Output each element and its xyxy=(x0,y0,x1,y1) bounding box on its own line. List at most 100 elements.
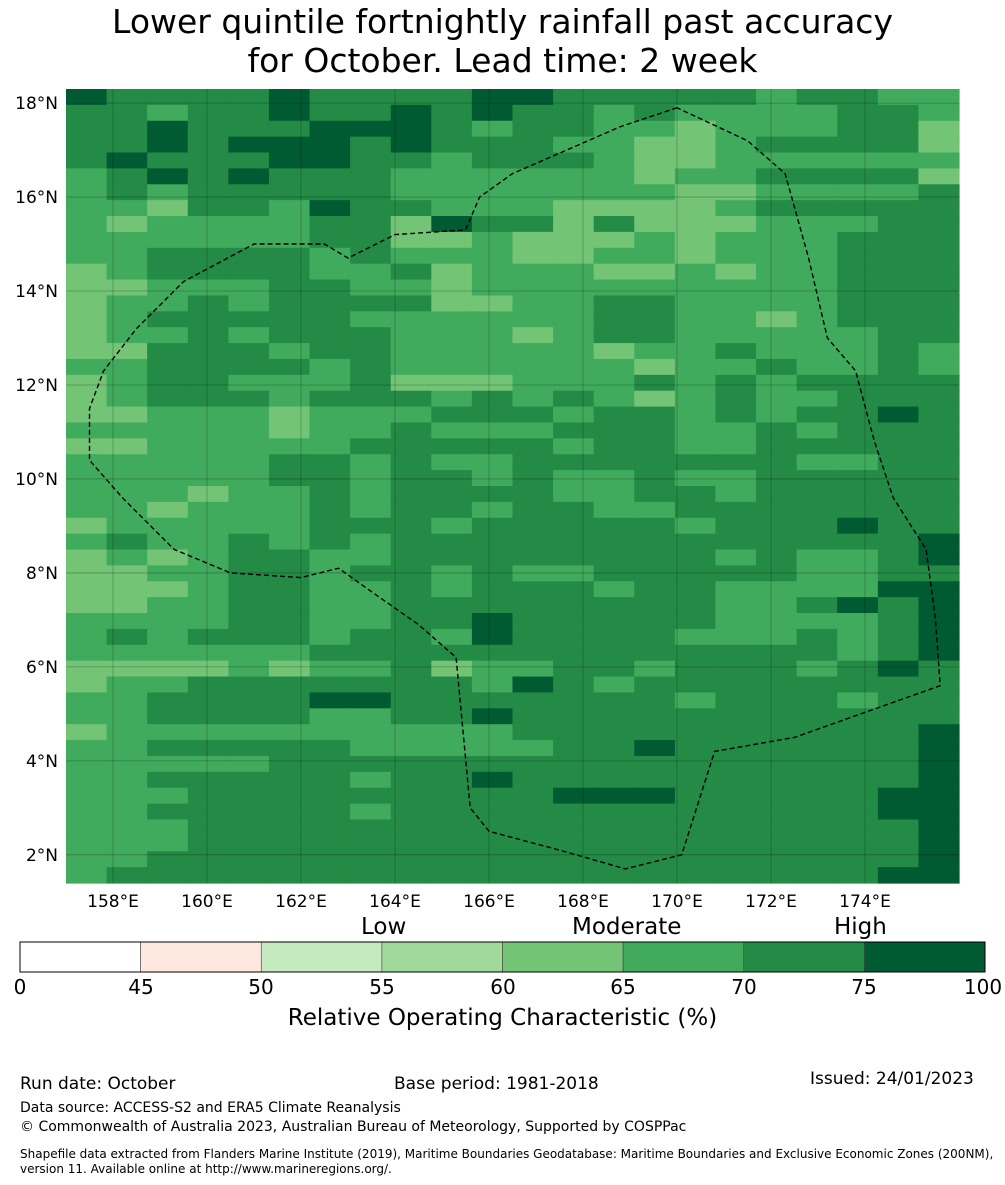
grid-cell xyxy=(877,120,920,138)
issued-date: Issued: 24/01/2023 xyxy=(810,1069,974,1089)
grid-cell xyxy=(918,517,960,535)
grid-cell xyxy=(106,184,148,201)
grid-cell xyxy=(756,279,798,297)
grid-cell xyxy=(553,247,595,265)
grid-cell xyxy=(147,216,189,233)
grid-cell xyxy=(147,184,189,201)
grid-cell xyxy=(106,454,148,471)
grid-cell xyxy=(918,327,960,344)
grid-cell xyxy=(674,422,717,439)
grid-cell xyxy=(593,803,635,821)
grid-cell xyxy=(796,152,838,169)
grid-cell xyxy=(512,216,554,233)
grid-cell xyxy=(147,613,189,630)
grid-cell xyxy=(918,200,960,217)
grid-cell xyxy=(268,819,311,836)
grid-cell xyxy=(593,676,635,694)
grid-cell xyxy=(674,390,717,408)
grid-cell xyxy=(674,168,717,185)
grid-cell xyxy=(147,549,189,566)
grid-cell xyxy=(715,104,757,122)
grid-cell xyxy=(106,374,148,392)
grid-cell xyxy=(634,327,676,344)
grid-cell xyxy=(106,136,148,154)
grid-cell xyxy=(715,771,757,789)
grid-cell xyxy=(796,295,838,312)
grid-cell xyxy=(228,263,270,281)
grid-cell xyxy=(471,168,514,185)
grid-cell xyxy=(512,676,554,694)
grid-cell xyxy=(471,470,514,487)
grid-cell xyxy=(512,279,554,297)
colorbar-tick: 0 xyxy=(13,975,27,999)
grid-cell xyxy=(918,263,960,281)
grid-cell xyxy=(471,692,514,709)
grid-cell xyxy=(390,803,432,821)
grid-cell xyxy=(756,486,798,503)
grid-cell xyxy=(66,676,108,694)
colorbar-title: Relative Operating Characteristic (%) xyxy=(287,1005,718,1031)
grid-cell xyxy=(634,422,676,439)
grid-cell xyxy=(877,390,920,408)
grid-cell xyxy=(918,533,960,551)
grid-cell xyxy=(431,136,473,154)
grid-cell xyxy=(877,263,920,281)
grid-cell xyxy=(674,295,717,312)
grid-cell xyxy=(147,597,189,614)
grid-cell xyxy=(593,819,635,836)
grid-cell xyxy=(634,867,676,884)
grid-cell xyxy=(796,549,838,566)
grid-cell xyxy=(512,660,554,678)
grid-cell xyxy=(715,343,757,360)
grid-cell xyxy=(674,771,717,789)
grid-cell xyxy=(268,390,311,408)
grid-cell xyxy=(228,200,270,217)
grid-cell xyxy=(918,406,960,424)
grid-cell xyxy=(593,343,635,360)
grid-cell xyxy=(66,104,108,122)
grid-cell xyxy=(106,104,148,122)
grid-cell xyxy=(228,104,270,122)
grid-cell xyxy=(106,867,148,884)
grid-cell xyxy=(918,454,960,471)
grid-cell xyxy=(837,740,879,757)
grid-cell xyxy=(715,311,757,328)
grid-cell xyxy=(147,628,189,646)
grid-cell xyxy=(147,755,189,773)
grid-cell xyxy=(187,819,229,836)
grid-cell xyxy=(268,374,311,392)
grid-cell xyxy=(837,200,879,217)
grid-cell xyxy=(471,676,514,694)
colorbar-box xyxy=(864,941,986,973)
grid-cell xyxy=(553,676,595,694)
colorbar-label-moderate: Moderate xyxy=(572,914,682,940)
grid-cell xyxy=(837,644,879,662)
latitude-label: 10°N xyxy=(15,470,58,490)
grid-cell xyxy=(796,247,838,265)
grid-cell xyxy=(756,549,798,566)
grid-cell xyxy=(918,358,960,376)
grid-cell xyxy=(553,136,595,154)
grid-cell xyxy=(471,660,514,678)
grid-cell xyxy=(715,422,757,439)
grid-cell xyxy=(147,581,189,598)
grid-cell xyxy=(837,851,879,868)
grid-cell xyxy=(390,120,432,138)
grid-cell xyxy=(309,660,351,678)
grid-cell xyxy=(390,168,432,185)
grid-cell xyxy=(431,613,473,630)
grid-cell xyxy=(228,771,270,789)
grid-cell xyxy=(268,454,311,471)
grid-cell xyxy=(66,200,108,217)
grid-cell xyxy=(512,104,554,122)
grid-cell xyxy=(877,486,920,503)
grid-cell xyxy=(512,231,554,249)
grid-cell xyxy=(106,517,148,535)
grid-cell xyxy=(877,835,920,852)
grid-cell xyxy=(877,168,920,185)
grid-cell xyxy=(309,136,351,154)
grid-cell xyxy=(309,501,351,519)
grid-cell xyxy=(715,740,757,757)
grid-cell xyxy=(918,216,960,233)
grid-cell xyxy=(837,533,879,551)
